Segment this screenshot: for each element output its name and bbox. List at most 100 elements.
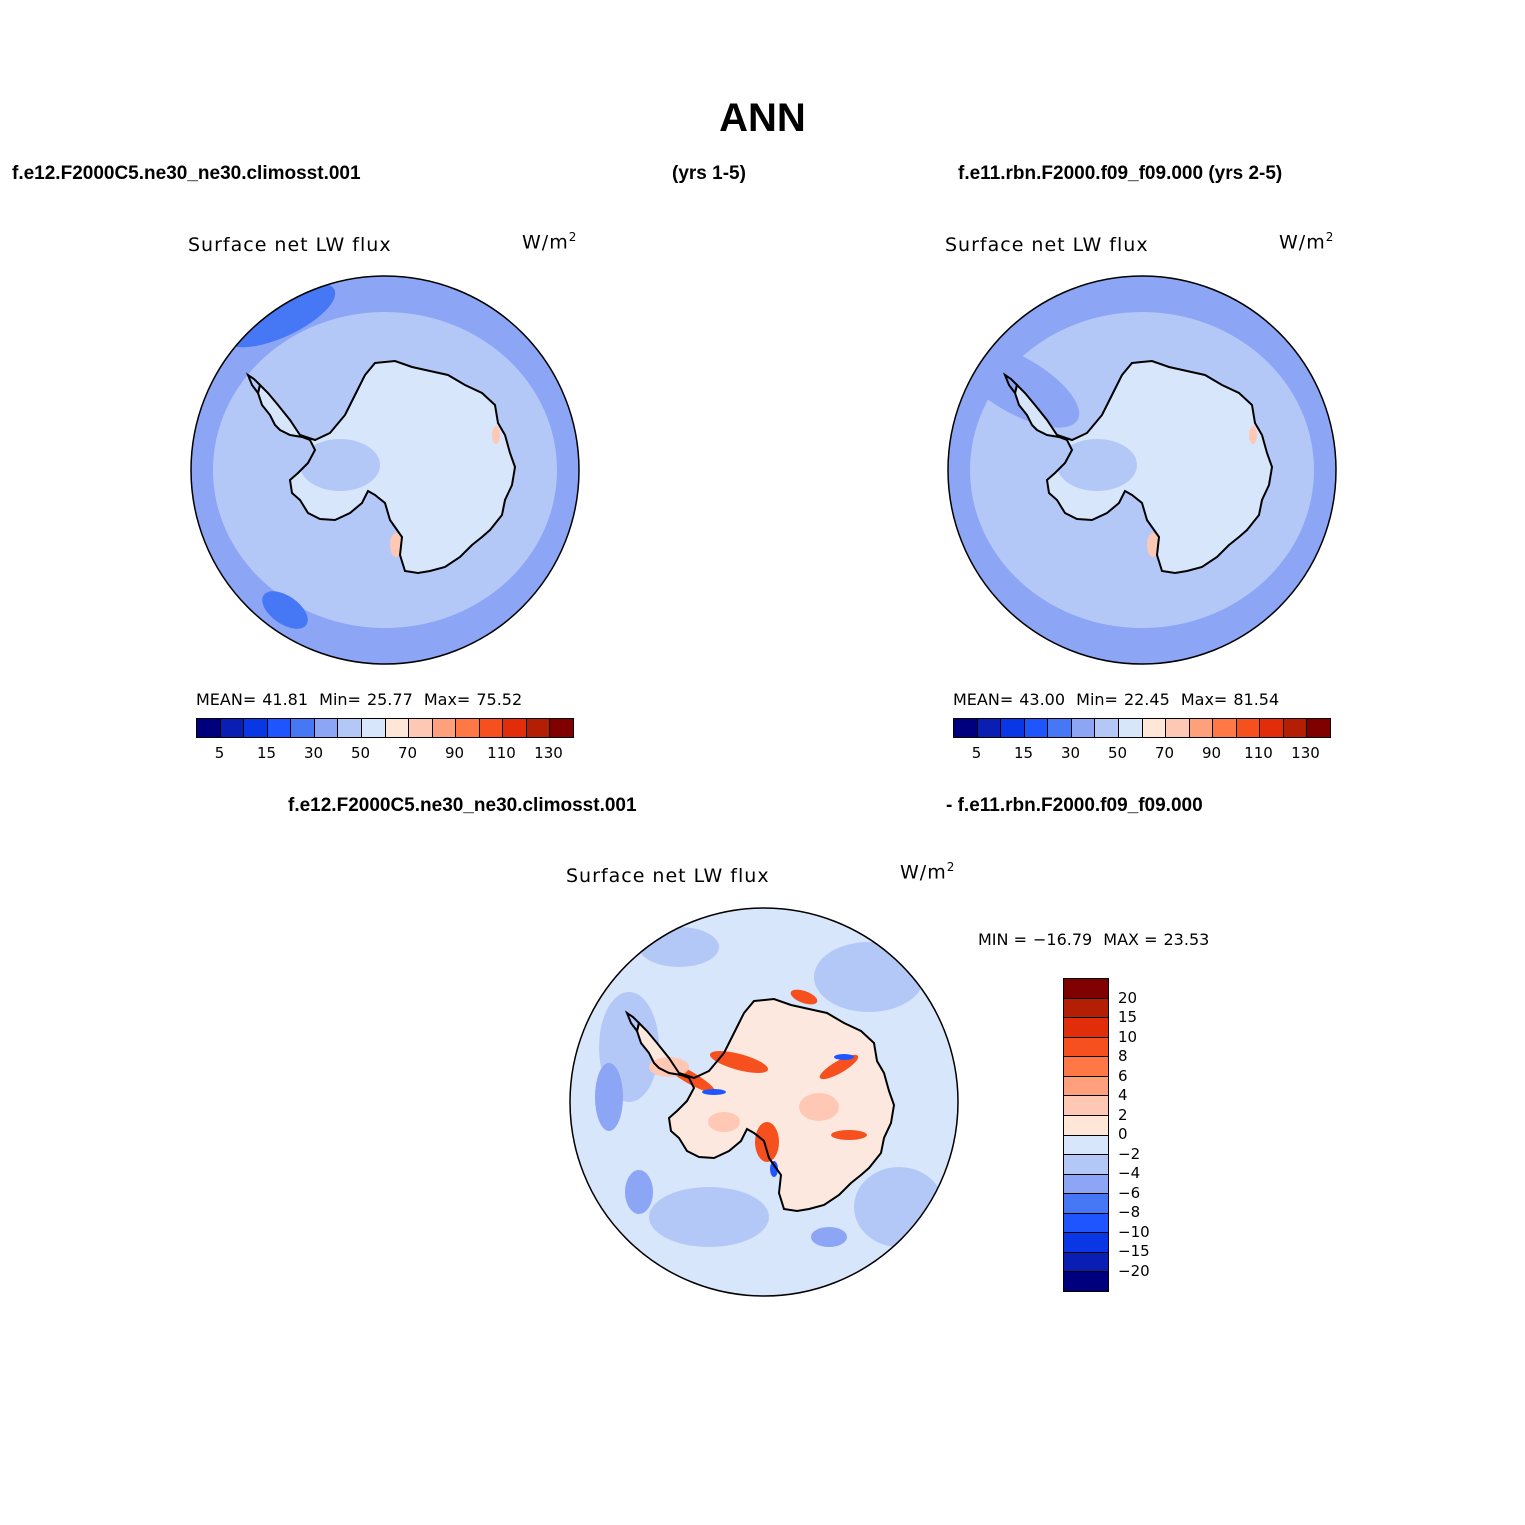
colorbar-tick-label: 30 [1060,744,1081,762]
colorbar-box [267,719,292,737]
diff-title: Surface net LW flux [566,865,770,887]
colorbar-tick-label: 130 [1291,744,1320,762]
colorbar-box [1064,1115,1108,1136]
colorbar-box [1064,1135,1108,1156]
panel2-title: Surface net LW flux [945,234,1149,256]
diff-pink-patch [799,1093,839,1121]
colorbar-tick-label: −8 [1118,1203,1141,1221]
panel2-min: 22.45 [1123,690,1170,709]
colorbar-tick-label: −15 [1118,1242,1150,1260]
diff-continent-field [637,999,894,1211]
peninsula-coastline [1002,372,1019,396]
low-flux-patch [224,282,336,348]
colorbar-box [954,719,978,737]
colorbar-tick-label: 5 [971,744,982,762]
panel2-units: W/m2 [1279,230,1335,254]
peninsula-coastline [245,372,262,396]
colorbar-box [1064,1233,1108,1253]
colorbar-tick-label: 130 [534,744,563,762]
diff-units: W/m2 [900,860,956,884]
colorbar-tick-label: 2 [1118,1105,1128,1124]
colorbar-box [1095,719,1119,737]
diff-red-patch [790,989,818,1005]
colorbar-box [385,719,410,737]
colorbar-box [1064,998,1108,1019]
diff-blue-patch [770,1161,778,1177]
colorbar-box [1064,1057,1108,1077]
diff-light-patch [649,1187,769,1247]
diff-case1-header: f.e12.F2000C5.ne30_ne30.climosst.001 [288,795,637,816]
diff-mid-patch [625,1170,653,1214]
panel2-mean: 43.00 [1019,690,1066,709]
colorbar-box [291,719,315,737]
colorbar-tick-label: 20 [1118,988,1138,1007]
panel1-title: Surface net LW flux [188,234,392,256]
antarctica-coastline [1013,359,1274,575]
panel1-colorbar-ticks: 5 15 30 50 70 90 110 130 [196,744,572,764]
colorbar-box [1189,719,1214,737]
colorbar-box [1071,719,1096,737]
colorbar-tick-label: 90 [1201,744,1222,762]
colorbar-box [1118,719,1143,737]
diff-min-label: MIN = [978,930,1027,949]
colorbar-box [1064,1174,1108,1195]
colorbar-box [1024,719,1049,737]
panel2-max-label: Max= [1180,690,1228,709]
map-boundary [190,275,580,665]
panel2-colorbar [953,718,1331,738]
colorbar-tick-label: −6 [1118,1183,1141,1202]
colorbar-box [456,719,480,737]
panel2-min-label: Min= [1076,690,1118,709]
colorbar-box [1064,1018,1108,1038]
colorbar-tick-label: 70 [1154,744,1175,762]
diff-light-patch [814,942,924,1012]
colorbar-tick-label: −20 [1118,1261,1150,1280]
panel1-max-label: Max= [423,690,471,709]
colorbar-tick-label: 8 [1118,1047,1128,1065]
colorbar-tick-label: 5 [214,744,225,762]
map-boundary [569,907,959,1297]
antarctica-coastline [256,359,517,575]
colorbar-tick-label: 15 [256,744,277,762]
colorbar-tick-label: −10 [1118,1222,1150,1241]
interior-band [300,439,380,491]
antarctica-coastline [635,997,896,1213]
colorbar-tick-label: 15 [1013,744,1034,762]
warm-patch [492,426,500,444]
colorbar-tick-label: 10 [1118,1027,1138,1046]
diff-polar-map [569,907,959,1297]
map-fields [191,276,579,664]
panel1-min: 25.77 [366,690,413,709]
colorbar-tick-label: −4 [1118,1164,1141,1182]
colorbar-box [1064,1155,1108,1175]
colorbar-box [244,719,268,737]
diff-max: 23.53 [1163,930,1210,949]
colorbar-box [409,719,433,737]
colorbar-box [1260,719,1284,737]
colorbar-box [1064,1252,1108,1273]
colorbar-box [1166,719,1190,737]
colorbar-box [338,719,362,737]
colorbar-box [1001,719,1025,737]
panel1-min-label: Min= [319,690,361,709]
map-fields [570,908,958,1296]
colorbar-box [479,719,504,737]
panel1-mean: 41.81 [262,690,309,709]
warm-patch [1147,533,1159,557]
colorbar-box [1064,1272,1108,1291]
colorbar-box [550,719,573,737]
diff-light-patch [854,1167,944,1247]
panel1-stats: MEAN= 41.81 Min= 25.77 Max= 75.52 [196,690,528,709]
panel2-stats: MEAN= 43.00 Min= 22.45 Max= 81.54 [953,690,1285,709]
colorbar-box [977,719,1002,737]
colorbar-box [526,719,551,737]
panel1-max: 75.52 [476,690,523,709]
diff-minmax: MIN = −16.79 MAX = 23.53 [978,930,1215,949]
colorbar-box [1064,1194,1108,1214]
years1-header: (yrs 1-5) [672,163,746,184]
map-fields [948,276,1336,664]
colorbar-tick-label: 30 [303,744,324,762]
panel2-colorbar-ticks: 5 15 30 50 70 90 110 130 [953,744,1329,764]
map-boundary [947,275,1337,665]
panel1-colorbar [196,718,574,738]
